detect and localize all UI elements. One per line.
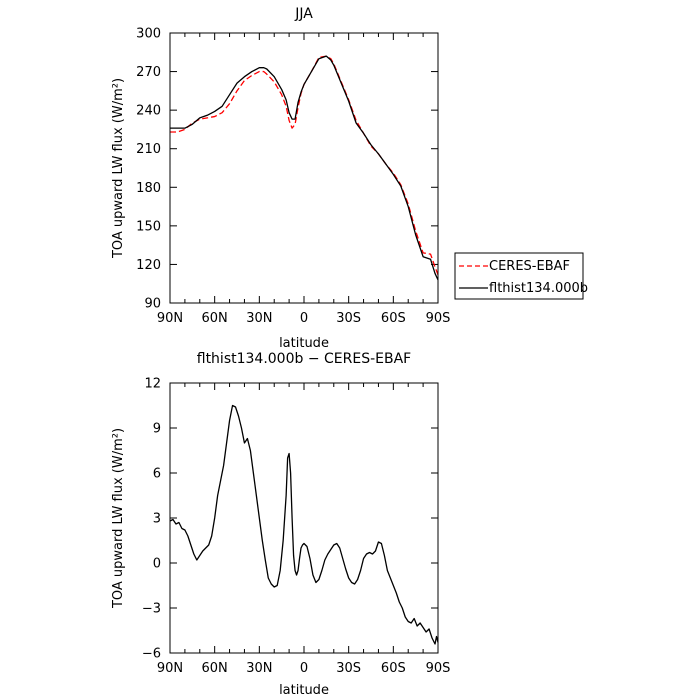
- y-tick-label: 120: [136, 258, 161, 273]
- chart-title: JJA: [294, 6, 313, 22]
- series-line-2: [170, 55, 439, 281]
- x-tick-label: 90N: [157, 661, 183, 676]
- x-tick-label: 60N: [202, 311, 228, 326]
- y-tick-label: 0: [153, 557, 161, 572]
- y-tick-label: 6: [153, 467, 161, 482]
- plot-frame: [169, 32, 439, 304]
- x-tick-label: 30S: [336, 311, 361, 326]
- x-tick-label: 60S: [381, 311, 406, 326]
- x-tick-label: 30S: [336, 661, 361, 676]
- y-tick-label: 90: [144, 297, 161, 312]
- series-group: [170, 55, 439, 281]
- legend-label: flthist134.000b: [489, 281, 588, 296]
- x-tick-label: 90S: [426, 661, 451, 676]
- bottom-panel: flthist134.000b − CERES-EBAF TOA upward …: [111, 351, 450, 698]
- x-tick-label: 90S: [426, 311, 451, 326]
- y-tick-label: 3: [153, 512, 161, 527]
- legend-box: [454, 252, 584, 300]
- y-tick-label: 270: [136, 65, 161, 80]
- chart-title: flthist134.000b − CERES-EBAF: [197, 351, 411, 367]
- y-tick-label: 300: [136, 27, 161, 42]
- tick-group: 90N 60N 30N 0 30S 60S 90S 90 120 150 180 210 240 270 3…: [136, 27, 450, 327]
- x-tick-label: 30N: [246, 311, 272, 326]
- x-axis-label: latitude: [279, 336, 329, 351]
- x-tick-label: 90N: [157, 311, 183, 326]
- x-tick-label: 60N: [202, 661, 228, 676]
- series-line-1: [169, 404, 439, 645]
- y-tick-label: 150: [136, 219, 161, 234]
- x-tick-label: 30N: [246, 661, 272, 676]
- y-tick-label: −6: [142, 647, 161, 662]
- y-tick-label: 240: [136, 104, 161, 119]
- x-tick-label: 0: [300, 661, 308, 676]
- series-group: [169, 404, 439, 645]
- x-tick-label: 60S: [381, 661, 406, 676]
- legend: CERES-EBAF flthist134.000b: [454, 252, 588, 300]
- x-axis-label: latitude: [279, 683, 329, 698]
- x-tick-label: 0: [300, 311, 308, 326]
- y-tick-label: 210: [136, 142, 161, 157]
- tick-group: 90N 60N 30N 0 30S 60S 90S −6 −3 0 3 6 9 12: [142, 377, 451, 677]
- y-tick-label: 180: [136, 181, 161, 196]
- y-axis-label: TOA upward LW flux (W/m²): [111, 428, 126, 609]
- y-axis-label: TOA upward LW flux (W/m²): [111, 78, 126, 259]
- y-tick-label: 9: [153, 422, 161, 437]
- series-line-1: [170, 55, 439, 275]
- plot-frame: [169, 382, 439, 654]
- top-panel: JJA TOA upward LW flux (W/m²) latitude 9…: [111, 6, 450, 351]
- legend-label: CERES-EBAF: [489, 259, 570, 274]
- y-tick-label: 12: [144, 377, 161, 392]
- y-tick-label: −3: [142, 602, 161, 617]
